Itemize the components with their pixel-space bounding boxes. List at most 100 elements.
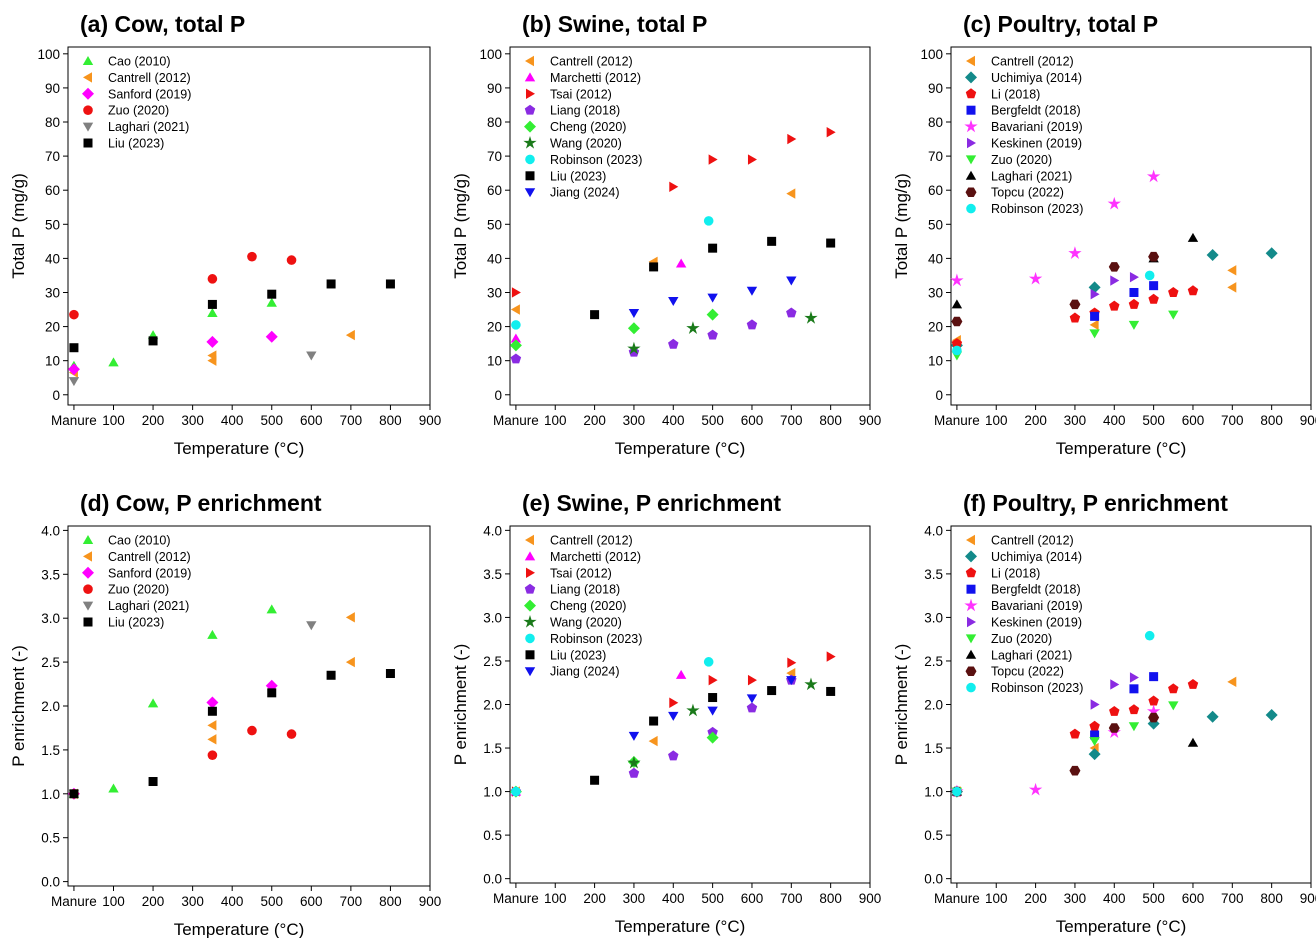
y-axis-label-b: Total P (mg/g) [451,173,470,279]
legend-label: Sanford (2019) [108,87,191,101]
y-tick-label-c: 40 [928,251,943,266]
legend-marker [525,633,535,644]
legend-label: Zuo (2020) [991,153,1052,167]
x-tick-label-a: 700 [340,413,363,428]
x-tick-label-f: 900 [1300,891,1316,906]
x-tick-label-a: 200 [142,413,165,428]
data-point [1090,288,1100,300]
y-tick-label-c: 30 [928,285,943,300]
legend-label: Topcu (2022) [991,665,1064,679]
y-tick-label-d: 1.0 [41,787,60,802]
data-point [148,336,158,346]
data-point [668,338,679,349]
x-tick-label-d: 300 [181,894,204,909]
x-tick-label-c: 400 [1103,413,1126,428]
legend-marker [966,584,976,594]
data-point [207,734,217,745]
legend-marker [526,567,535,578]
y-tick-label-d: 0.0 [41,875,60,890]
y-tick-label-b: 30 [487,285,502,300]
y-tick-label-b: 10 [487,354,502,369]
legend-marker [966,55,975,67]
legend-marker [967,616,976,628]
data-point [746,286,758,296]
legend-label: Zuo (2020) [108,104,169,118]
data-point [1265,708,1278,721]
x-tick-label-d: 800 [379,894,402,909]
x-tick-label-e: Manure [493,891,539,906]
legend-label: Topcu (2022) [991,186,1064,200]
legend-marker [82,535,94,544]
y-tick-label-f: 1.5 [924,741,943,756]
data-point [509,339,522,352]
data-point [952,786,962,797]
y-tick-label-e: 0.0 [483,872,502,887]
legend-label: Laghari (2021) [108,120,189,134]
legend-marker [523,615,537,628]
data-point [1148,293,1159,304]
legend-label: Cantrell (2012) [550,55,633,69]
legend-label: Robinson (2023) [991,681,1083,695]
series-f [1090,672,1139,710]
legend-marker [965,634,977,644]
y-tick-label-e: 2.5 [483,654,502,669]
y-tick-label-e: 4.0 [483,523,502,538]
y-tick-label-d: 2.5 [41,655,60,670]
data-point [267,688,277,698]
x-tick-label-f: 400 [1103,891,1126,906]
series-b [628,276,797,318]
data-point [628,308,640,318]
data-point [708,154,718,165]
data-point [826,651,836,662]
legend-label: Uchimiya (2014) [991,71,1082,85]
panel-title-c: (c) Poultry, total P [963,11,1158,37]
data-point [1149,672,1159,682]
data-point [675,258,687,268]
legend-marker [966,203,976,214]
data-point [703,657,714,667]
legend-label: Zuo (2020) [108,583,169,597]
data-point [1108,723,1120,733]
y-tick-label-f: 0.5 [924,828,943,843]
data-point [1128,704,1140,715]
data-point [207,750,218,760]
data-point [1109,705,1120,716]
legend-label: Li (2018) [991,566,1040,580]
legend-label: Cantrell (2012) [108,71,191,85]
x-tick-label-c: 600 [1182,413,1205,428]
data-point [207,307,218,317]
data-point [1148,712,1160,723]
series-f [950,708,1278,798]
x-axis-label-b: Temperature (°C) [615,439,746,458]
x-tick-label-a: 800 [379,413,402,428]
y-axis-label-a: Total P (mg/g) [9,173,28,279]
x-tick-label-f: 700 [1221,891,1244,906]
y-tick-label-a: 10 [45,354,60,369]
data-point [1090,730,1100,740]
data-point [206,696,219,709]
data-point [68,377,80,387]
legend-marker [965,187,977,197]
series-b [510,258,687,343]
legend-marker [964,598,978,612]
y-tick-label-e: 3.0 [483,610,502,625]
y-tick-label-b: 60 [487,183,502,198]
data-point [345,612,355,623]
legend-label: Wang (2020) [550,137,622,151]
y-tick-label-a: 60 [45,183,60,198]
data-point [706,731,719,744]
data-point [707,329,718,340]
data-point [951,338,963,349]
data-point [1206,710,1219,723]
x-tick-label-a: 400 [221,413,244,428]
data-point [207,720,217,731]
data-point [510,353,522,364]
data-point [686,321,700,334]
data-point [826,686,836,696]
legend-label: Tsai (2012) [550,566,612,580]
data-point [326,670,336,680]
legend-label: Liu (2023) [108,616,164,630]
legend-marker [83,584,93,594]
x-axis-label-c: Temperature (°C) [1056,439,1187,458]
y-tick-label-f: 4.0 [924,523,943,538]
